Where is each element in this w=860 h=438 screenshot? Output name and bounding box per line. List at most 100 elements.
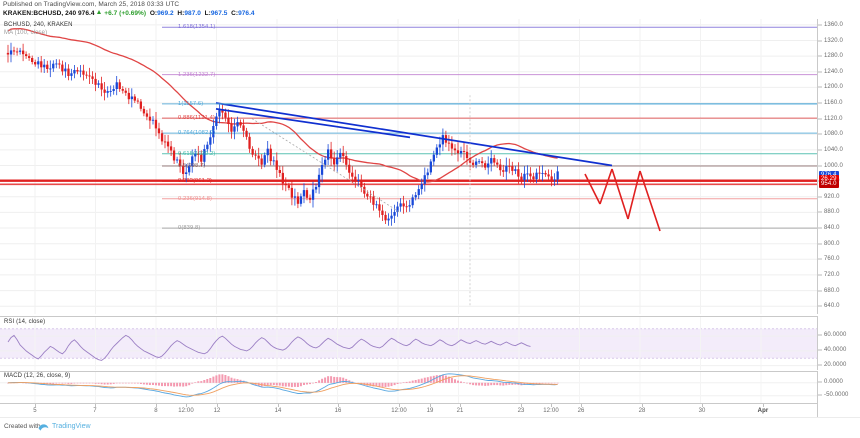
macd-pane[interactable]: MACD (12, 26, close, 9) — [0, 371, 818, 403]
time-tick-label: 12 — [213, 408, 221, 414]
price-tick-label: 1000.0 — [824, 162, 843, 169]
price-tick-label: 640.0 — [824, 303, 840, 310]
price-tick-label: 1280.0 — [824, 53, 843, 60]
high-key: H: — [177, 9, 185, 17]
price-tick-label: 1200.0 — [824, 84, 843, 91]
price-tick-mark — [818, 133, 822, 135]
price-tick-mark — [818, 71, 822, 73]
price-tick-mark — [818, 290, 822, 292]
tradingview-logo-icon — [38, 423, 49, 432]
rsi-tick-label: 60.0000 — [824, 332, 847, 339]
rsi-tick-label: 40.0000 — [824, 346, 847, 353]
created-with-label: Created with — [4, 423, 41, 430]
footer: Created with TradingView — [0, 417, 860, 438]
price-tick-mark — [818, 196, 822, 198]
price-tick-label: 680.0 — [824, 287, 840, 294]
macd-tick-mark — [818, 394, 822, 396]
macd-tick-mark — [818, 381, 822, 383]
fib-label: 0.618(1030.2) — [178, 150, 216, 157]
price-tick-mark — [818, 149, 822, 151]
fib-label: 0.764(1082.9) — [178, 130, 216, 137]
macd-plot — [0, 372, 817, 403]
time-tick-label: 16 — [334, 408, 342, 414]
high-value: 987.0 — [184, 9, 201, 17]
time-tick-label: 26 — [577, 408, 585, 414]
macd-tick-label: -50.0000 — [824, 391, 849, 398]
price-tick-label: 1120.0 — [824, 115, 843, 122]
fib-label: 1.236(1232.7) — [178, 71, 216, 78]
time-tick-label: 19 — [426, 408, 434, 414]
price-tick-mark — [818, 102, 822, 104]
time-tick-mark — [581, 404, 582, 407]
fib-label: 0.5(998.7) — [178, 163, 206, 169]
time-tick-mark — [430, 404, 431, 407]
price-legend-symbol: BCHUSD, 240, KRAKEN — [4, 22, 73, 28]
price-tick-mark — [818, 211, 822, 213]
price-pane[interactable]: BCHUSD, 240, KRAKEN MA (100, close) 1.61… — [0, 19, 818, 314]
time-tick-label: 14 — [274, 408, 282, 414]
rsi-tick-mark — [818, 364, 822, 366]
time-tick-mark — [521, 404, 522, 407]
price-tick-mark — [818, 258, 822, 260]
price-tick-mark — [818, 118, 822, 120]
time-axis[interactable]: 5 7 8 12:00 12 14 16 12:00 19 21 23 12:00 26 28 30 Apr — [0, 403, 818, 417]
up-arrow-icon — [97, 10, 102, 15]
price-tick-label: 760.0 — [824, 256, 840, 263]
fib-label: 0.236(914.8) — [178, 195, 213, 202]
time-tick-mark — [156, 404, 157, 407]
open-key: O: — [149, 9, 158, 17]
time-tick-mark — [217, 404, 218, 407]
rsi-pane[interactable]: RSI (14, close) — [0, 316, 818, 370]
price-tick-label: 840.0 — [824, 225, 840, 231]
price-tick-label: 1320.0 — [824, 37, 843, 44]
price-tick-mark — [818, 305, 822, 307]
rsi-tick-mark — [818, 334, 822, 336]
low-value: 967.5 — [210, 9, 228, 17]
price-tick-label: 800.0 — [824, 240, 840, 247]
price-axis[interactable]: 1360.0 1320.0 1280.0 1240.0 1200.0 1160.0 1120… — [818, 19, 860, 403]
price-tick-mark — [818, 40, 822, 41]
time-tick-mark — [186, 404, 187, 407]
fib-label: 1(1157.6) — [178, 100, 204, 107]
open-value: 969.2 — [157, 9, 174, 17]
time-tick-label: 5 — [33, 408, 37, 414]
tradingview-brand[interactable]: TradingView — [52, 423, 91, 430]
fib-label: 0.886(1121.4) — [178, 115, 215, 122]
price-badge: 954.0 — [819, 179, 839, 188]
time-tick-label: 12:00 — [543, 408, 559, 414]
price-tick-mark — [818, 165, 822, 166]
time-tick-mark — [399, 404, 400, 407]
price-legend-ma: MA (100, close) — [4, 30, 48, 36]
time-tick-mark — [551, 404, 552, 407]
price-badge: 26.29 — [819, 174, 839, 183]
time-tick-mark — [95, 404, 96, 407]
price-tick-label: 1360.0 — [824, 21, 843, 28]
time-tick-label: 12:00 — [178, 408, 194, 414]
time-tick-label: 7 — [93, 408, 97, 414]
change-value: +6.7 (+0.69%) — [104, 9, 147, 17]
price-tick-mark — [818, 227, 822, 229]
fib-label: 0.382(961.2) — [178, 177, 213, 184]
price-plot — [0, 19, 817, 314]
macd-tick-label: 0.0000 — [824, 378, 843, 385]
price-tick-label: 1040.0 — [824, 146, 843, 153]
time-tick-label: 28 — [638, 408, 646, 414]
price-tick-label: 1080.0 — [824, 131, 843, 138]
price-tick-mark — [818, 55, 822, 57]
price-tick-mark — [818, 24, 822, 26]
price-tick-mark — [818, 274, 822, 276]
time-tick-mark — [460, 404, 461, 407]
time-tick-mark — [702, 404, 703, 407]
time-tick-label: 21 — [456, 408, 464, 414]
symbol-quote-line: KRAKEN:BCHUSD, 240 976.4 +6.7 (+0.69%) O… — [3, 10, 255, 17]
macd-legend: MACD (12, 26, close, 9) — [4, 373, 71, 379]
price-tick-mark — [818, 243, 822, 245]
price-tick-label: 880.0 — [824, 209, 840, 216]
time-tick-mark — [278, 404, 279, 407]
price-badge: 976.4 — [819, 170, 839, 179]
time-tick-label: 23 — [517, 408, 525, 414]
time-tick-label: 8 — [154, 408, 158, 414]
rsi-legend: RSI (14, close) — [4, 319, 46, 325]
symbol-label[interactable]: KRAKEN:BCHUSD, 240 — [3, 9, 77, 17]
rsi-tick-label: 20.0000 — [824, 361, 847, 368]
